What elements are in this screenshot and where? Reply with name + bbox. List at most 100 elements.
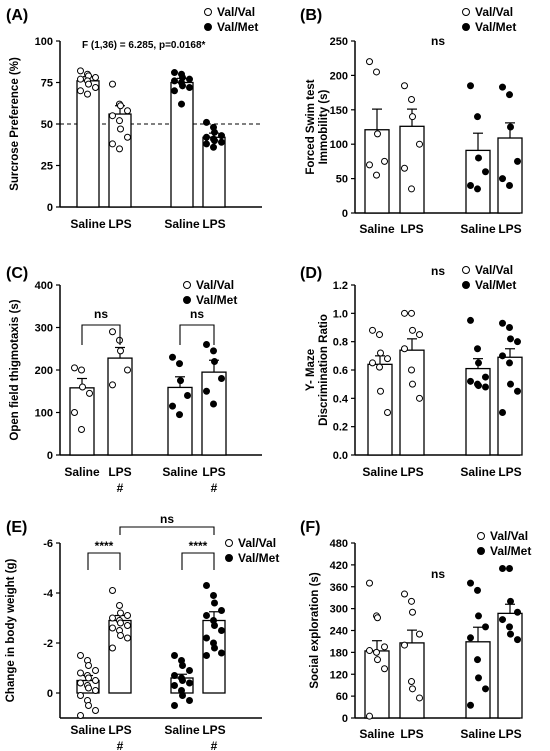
data-point [171,69,178,77]
legend-marker [477,547,485,555]
x-tick-label: LPS [400,727,423,741]
comparison-bracket [87,552,121,570]
data-point [176,360,183,368]
legend-marker [204,8,212,16]
y-axis-label: Social exploration (s) [309,572,321,688]
data-point [482,168,489,176]
data-point [369,359,376,367]
data-point [507,123,514,131]
data-point [409,685,416,693]
data-point [408,366,415,374]
data-point [366,579,373,587]
legend-marker [477,532,485,540]
data-point [117,102,124,110]
y-tick-label: 0.8 [333,337,348,349]
data-point [499,409,506,416]
x-tick-label: Saline [70,723,106,737]
y-tick-label: 0 [47,202,53,214]
legend-label: Val/Val [196,278,234,292]
data-point [116,117,123,125]
y-tick-label: 50 [336,174,348,186]
data-point [169,402,176,410]
data-point [467,82,474,90]
data-point [482,373,489,381]
data-point [92,74,99,82]
x-tick-label: LPS [400,465,423,479]
data-point [514,636,521,644]
significance-label: ns [431,34,445,48]
data-point [171,652,178,659]
data-point [210,347,217,355]
data-point [377,387,384,395]
data-point [514,338,521,346]
data-point [499,83,506,91]
data-point [218,607,225,614]
data-point [109,614,116,622]
data-point [376,331,383,339]
data-point [77,669,84,677]
significance-label: **** [95,539,114,553]
data-point [416,140,423,148]
comparison-bracket [181,552,215,570]
legend-marker [225,539,233,547]
data-point [211,644,218,652]
y-tick-label: 360 [330,582,348,594]
data-point [171,702,178,709]
data-point [475,674,482,682]
y-tick-label: 400 [35,280,53,292]
y-tick-label: 1.2 [333,280,348,292]
panel-label: (A) [6,7,28,24]
y-axis-label: Change in body weight (g) [5,558,17,702]
y-tick-label: 100 [35,36,53,48]
data-point [369,326,376,334]
data-point [92,687,99,694]
data-point [211,137,218,145]
significance-mark: # [117,481,124,495]
data-point [467,634,474,642]
y-axis-label: Surcrose Preference (%) [9,57,21,191]
data-point [124,366,131,374]
y-tick-label: 180 [330,647,348,659]
legend-label: Val/Val [475,263,513,277]
data-point [374,656,381,664]
data-point [408,309,415,317]
panel-label: (D) [300,265,322,282]
data-point [499,175,506,183]
data-point [124,622,131,629]
bar [201,371,227,456]
data-point [218,132,225,140]
data-point [203,118,210,126]
data-point [203,634,210,642]
data-point [117,619,124,627]
data-point [374,614,381,622]
panel-label: (E) [6,519,27,536]
y-tick-label: 480 [330,538,348,550]
data-point [499,319,506,327]
data-point [381,665,388,673]
x-tick-label: LPS [108,465,131,479]
significance-label: ns [431,567,445,581]
x-tick-label: Saline [70,217,106,231]
y-tick-label: 0.4 [333,393,349,405]
data-point [85,684,92,692]
data-point [409,608,416,616]
data-point [475,154,482,162]
stat-annotation: F (1,36) = 6.285, p=0.0168* [82,40,206,51]
data-point [84,90,91,98]
data-point [401,590,408,598]
data-point [499,616,506,624]
data-point [203,140,210,148]
y-tick-label: -6 [43,538,53,550]
data-point [384,409,391,416]
data-point [203,612,210,619]
data-point [506,565,513,573]
x-tick-label: LPS [108,217,131,231]
data-point [109,381,116,389]
y-tick-label: 1.0 [333,308,348,320]
panel-label: (F) [300,519,320,536]
data-point [92,677,99,684]
data-point [109,80,116,88]
data-point [203,133,210,141]
data-point [507,335,514,343]
